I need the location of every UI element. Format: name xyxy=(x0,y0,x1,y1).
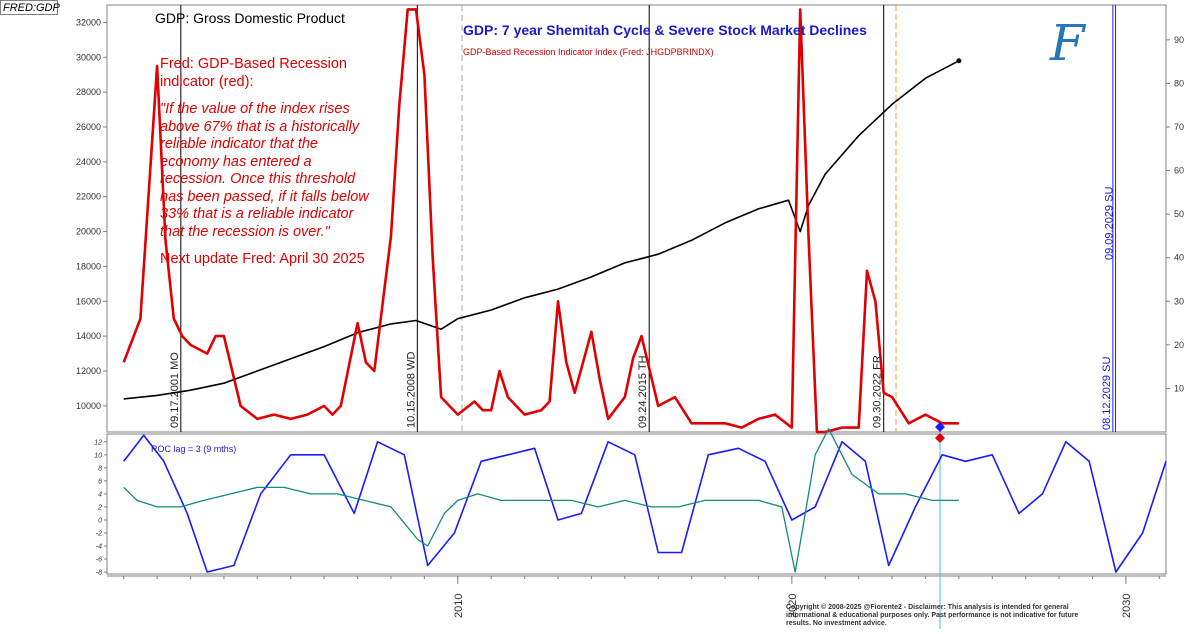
gdp-series-title: GDP: Gross Domestic Product xyxy=(155,10,345,26)
gdp-series-line xyxy=(123,60,960,400)
lower-y-tick-label: -8 xyxy=(96,570,102,577)
x-tick-label: 2030 xyxy=(1121,594,1133,618)
roc-series-line xyxy=(123,428,959,573)
y-left-tick-label: 10000 xyxy=(76,401,101,411)
y-left-tick-label: 14000 xyxy=(76,331,101,341)
y-right-tick-label: 30 xyxy=(1174,296,1184,306)
y-right-tick-label: 20 xyxy=(1174,340,1184,350)
chart-main-title: GDP: 7 year Shemitah Cycle & Severe Stoc… xyxy=(463,22,867,38)
lower-y-tick-label: 6 xyxy=(98,478,102,485)
vertical-marker-label: 09.17.2001 MO xyxy=(169,352,181,428)
y-right-tick-label: 90 xyxy=(1174,35,1184,45)
lower-y-tick-label: 10 xyxy=(94,452,102,459)
blue-diamond-marker xyxy=(935,422,945,432)
vertical-marker-label: 09.24.2015 TH xyxy=(637,355,649,428)
y-left-tick-label: 30000 xyxy=(76,52,101,62)
lower-y-tick-label: -2 xyxy=(96,530,102,537)
annotation-quote: "If the value of the index rises above 6… xyxy=(160,101,369,240)
y-right-tick-label: 10 xyxy=(1174,383,1184,393)
series-layer xyxy=(122,8,1167,573)
y-left-tick-label: 18000 xyxy=(76,261,101,271)
upper-panel-frame xyxy=(106,4,1167,433)
y-left-tick-label: 26000 xyxy=(76,122,101,132)
y-left-tick-label: 24000 xyxy=(76,157,101,167)
lower-y-tick-label: 2 xyxy=(97,504,102,511)
annotation-head: Fred: GDP-Based Recession indicator (red… xyxy=(160,56,347,90)
vertical-markers-layer: 09.17.2001 MO 10.15.2008 WD 09.24.2015 TH 0… xyxy=(169,5,1117,629)
y-left-tick-label: 28000 xyxy=(76,87,101,97)
axes-layer: 1000012000140001600018000200002200024000… xyxy=(76,4,1184,618)
y-right-tick-label: 60 xyxy=(1174,166,1184,176)
y-right-tick-label: 70 xyxy=(1174,122,1184,132)
cycle-series-line xyxy=(123,434,1167,573)
recession-index-subtitle: GDP-Based Recession Indicator Index (Fre… xyxy=(463,47,714,57)
y-right-tick-label: 50 xyxy=(1174,209,1184,219)
lower-y-tick-label: -6 xyxy=(96,557,102,564)
y-left-tick-label: 12000 xyxy=(76,366,101,376)
vertical-marker-label: 08.12.2029 SU xyxy=(1101,357,1113,430)
y-left-tick-label: 32000 xyxy=(76,17,101,27)
red-diamond-marker xyxy=(935,433,945,443)
annotation-next-update: Next update Fred: April 30 2025 xyxy=(160,251,365,267)
disclaimer-text: Copyright © 2008-2025 @Fiorente2 - Discl… xyxy=(786,604,1079,627)
lower-panel-frame xyxy=(106,433,1167,575)
y-left-tick-label: 16000 xyxy=(76,296,101,306)
vertical-marker-label: 09.09.2029 SU xyxy=(1104,187,1116,260)
y-right-tick-label: 40 xyxy=(1174,253,1184,263)
annotation-box: Fred: GDP-Based Recession indicator (red… xyxy=(160,56,375,269)
y-left-tick-label: 20000 xyxy=(76,227,101,237)
gdp-last-point xyxy=(956,58,962,64)
lower-y-tick-label: 8 xyxy=(98,465,102,472)
lower-y-tick-label: -4 xyxy=(96,544,102,551)
roc-label: ROC lag = 3 (9 mths) xyxy=(151,444,237,454)
y-right-tick-label: 80 xyxy=(1174,78,1184,88)
x-tick-label: 2010 xyxy=(453,594,465,618)
lower-y-tick-label: 12 xyxy=(94,439,102,446)
lower-y-tick-label: 4 xyxy=(98,491,102,498)
x-tick-label: 2020 xyxy=(787,594,799,618)
recession-series-line xyxy=(122,8,959,434)
y-left-tick-label: 22000 xyxy=(76,192,101,202)
lower-y-tick-label: 0 xyxy=(98,517,102,524)
vertical-marker-label: 10.15.2008 WD xyxy=(405,352,417,428)
logo-icon: F xyxy=(1050,14,1085,72)
ticker-label: FRED:GDP xyxy=(0,0,60,15)
